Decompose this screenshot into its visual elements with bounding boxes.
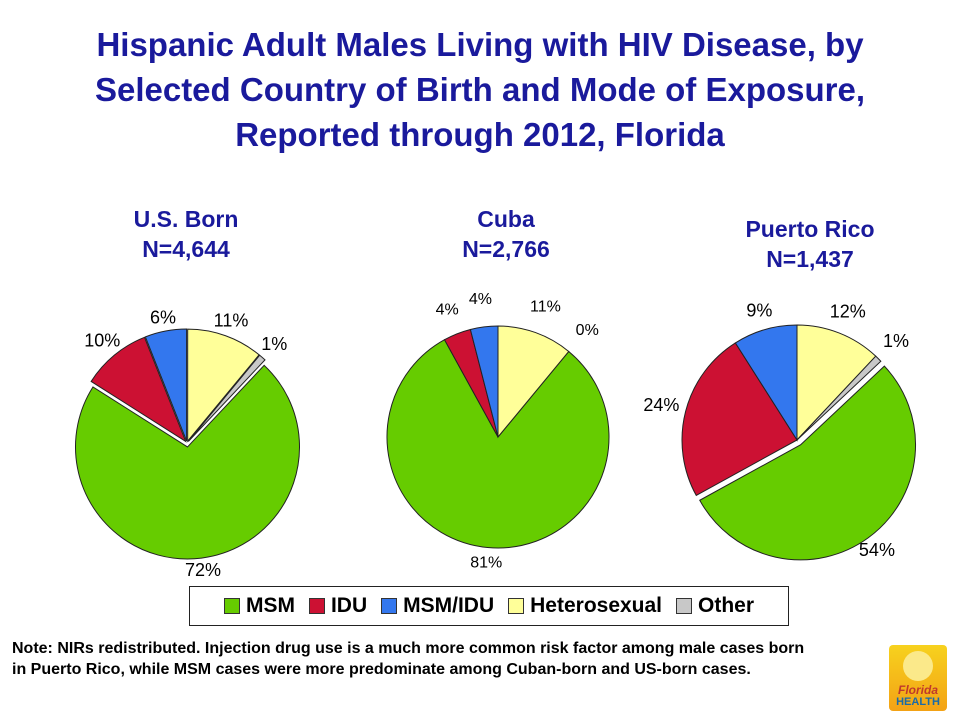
page-title: Hispanic Adult Males Living with HIV Dis… bbox=[10, 22, 950, 157]
pie-slice-heterosexual bbox=[187, 328, 260, 443]
legend-item-heterosexual: Heterosexual bbox=[508, 594, 662, 618]
data-label: 4% bbox=[469, 291, 492, 308]
data-label: 9% bbox=[746, 300, 772, 320]
florida-health-logo: Florida HEALTH bbox=[889, 645, 947, 711]
legend-swatch bbox=[223, 598, 240, 614]
pie-slice-other bbox=[796, 355, 882, 441]
data-label: 6% bbox=[150, 307, 176, 327]
legend-label: Heterosexual bbox=[530, 594, 663, 617]
pie-slice-other bbox=[187, 354, 266, 442]
pie-slice-heterosexual bbox=[497, 325, 570, 439]
chart-count: N=2,766 bbox=[462, 236, 550, 262]
data-label: 10% bbox=[84, 331, 120, 351]
pie-chart-0: 72% 10% 6% 11% 1% bbox=[75, 307, 300, 580]
legend-item-msm: MSM bbox=[223, 594, 295, 618]
title-line-2: Selected Country of Birth and Mode of Ex… bbox=[94, 71, 866, 108]
chart-title: U.S. Born bbox=[133, 206, 239, 232]
pie-slice-msm bbox=[75, 364, 300, 560]
chart-count: N=4,644 bbox=[142, 236, 230, 262]
data-label: 0% bbox=[576, 322, 599, 339]
chart-count: N=1,437 bbox=[766, 246, 854, 272]
pie-slice-msm-idu bbox=[144, 328, 188, 442]
legend-swatch bbox=[676, 598, 693, 614]
data-label: 4% bbox=[436, 302, 459, 319]
data-label: 12% bbox=[830, 302, 866, 322]
data-label: 24% bbox=[643, 395, 679, 415]
data-label: 72% bbox=[185, 560, 221, 580]
legend-label: MSM/IDU bbox=[403, 594, 495, 617]
footnote: Note: NIRs redistributed. Injection drug… bbox=[12, 640, 805, 678]
pie-slice-idu bbox=[90, 336, 187, 443]
title-line-1: Hispanic Adult Males Living with HIV Dis… bbox=[96, 26, 864, 63]
logo-text-line-1: Florida bbox=[897, 683, 938, 697]
data-label: 1% bbox=[261, 334, 287, 354]
chart-heading-cuba: Cuba N=2,766 bbox=[396, 204, 616, 264]
legend-label: IDU bbox=[330, 594, 368, 617]
title-line-3: Reported through 2012, Florida bbox=[235, 116, 725, 153]
legend-item-idu: IDU bbox=[308, 594, 368, 618]
legend-label: MSM bbox=[245, 594, 295, 617]
legend-swatch bbox=[308, 598, 325, 614]
sun-icon bbox=[903, 651, 933, 681]
pie-slice-msm bbox=[386, 339, 610, 549]
pie-chart-1: 81% 4% 4% 11% 0% bbox=[386, 291, 610, 571]
data-label: 11% bbox=[214, 311, 249, 331]
pie-slice-msm bbox=[699, 365, 917, 561]
legend-swatch bbox=[381, 598, 398, 614]
pie-slice-heterosexual bbox=[796, 324, 877, 442]
legend-label: Other bbox=[698, 594, 755, 617]
data-label: 54% bbox=[859, 540, 895, 560]
legend: MSM IDU MSM/IDU Heterosexual Other bbox=[189, 586, 789, 626]
logo-text-line-2: HEALTH bbox=[896, 696, 940, 708]
data-label: 81% bbox=[470, 554, 502, 571]
chart-title: Puerto Rico bbox=[745, 216, 875, 242]
legend-swatch bbox=[508, 598, 525, 614]
data-label: 1% bbox=[883, 331, 909, 351]
chart-heading-puerto-rico: Puerto Rico N=1,437 bbox=[700, 214, 920, 274]
pie-chart-2: 54% 24% 9% 12% 1% bbox=[643, 300, 917, 561]
chart-title: Cuba bbox=[477, 206, 535, 232]
chart-heading-us-born: U.S. Born N=4,644 bbox=[76, 204, 296, 264]
legend-item-msm-idu: MSM/IDU bbox=[381, 594, 494, 618]
data-label: 11% bbox=[530, 298, 561, 315]
pie-slice-idu bbox=[681, 342, 798, 497]
legend-item-other: Other bbox=[676, 594, 754, 618]
